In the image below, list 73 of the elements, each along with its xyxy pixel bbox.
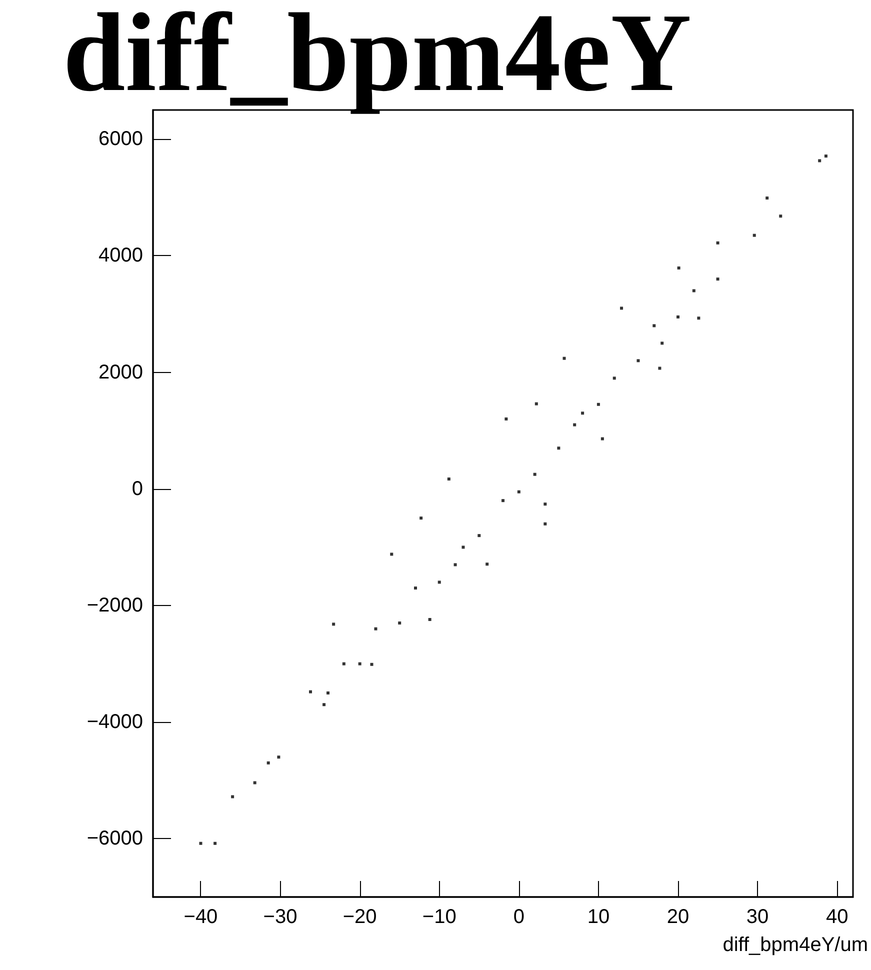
y-tick-label: 6000	[98, 128, 143, 150]
point	[420, 516, 423, 520]
point	[581, 412, 584, 415]
point	[533, 472, 536, 476]
point	[658, 366, 662, 370]
point	[199, 842, 202, 845]
point	[779, 214, 782, 218]
point	[478, 534, 481, 538]
point	[824, 154, 828, 158]
x-tick-label: −10	[422, 906, 456, 928]
point	[438, 580, 441, 584]
chart-title: diff_bpm4eY	[63, 0, 692, 115]
point	[504, 417, 508, 420]
x-axis-title: diff_bpm4eY/um	[722, 934, 868, 956]
point	[562, 356, 566, 360]
point	[544, 502, 547, 506]
point	[766, 196, 769, 200]
y-tick-label: −4000	[86, 711, 143, 734]
point	[612, 376, 616, 380]
x-tick-label: 10	[587, 906, 610, 928]
point	[370, 662, 374, 666]
point	[374, 627, 378, 630]
point	[462, 546, 465, 549]
point	[652, 324, 656, 328]
point	[660, 342, 664, 345]
point	[486, 562, 489, 566]
point	[517, 490, 520, 494]
point	[818, 159, 822, 162]
point	[600, 437, 604, 440]
point	[390, 552, 394, 556]
x-tick-label: −30	[263, 906, 298, 928]
point	[573, 423, 576, 426]
point	[620, 306, 624, 310]
point	[716, 278, 720, 281]
point	[428, 618, 432, 622]
point	[277, 756, 280, 759]
point	[596, 402, 600, 406]
point	[342, 662, 346, 666]
point	[692, 289, 696, 292]
point	[322, 703, 326, 706]
point	[752, 234, 756, 237]
point	[447, 478, 450, 481]
point	[676, 315, 680, 318]
point	[697, 316, 700, 320]
x-tick-label: 20	[666, 906, 690, 928]
x-tick-label: −20	[342, 906, 377, 928]
point	[414, 586, 417, 590]
y-tick-label: 4000	[98, 244, 143, 267]
point	[326, 691, 330, 694]
point	[231, 795, 234, 798]
point	[253, 781, 256, 784]
point	[398, 622, 402, 625]
point	[358, 662, 362, 666]
point	[502, 499, 504, 502]
x-tick-label: 40	[826, 906, 848, 928]
point	[557, 446, 560, 450]
y-tick-label: 2000	[98, 361, 143, 384]
y-tick-label: −6000	[86, 828, 143, 850]
point	[214, 842, 217, 845]
x-tick-label: 0	[513, 906, 524, 928]
point	[266, 761, 270, 764]
point	[454, 563, 457, 566]
point	[332, 622, 336, 626]
point	[716, 241, 720, 244]
x-tick-label: −40	[184, 906, 218, 928]
point	[677, 266, 680, 270]
point	[544, 522, 547, 526]
x-tick-label: 30	[746, 906, 769, 928]
point	[534, 402, 538, 406]
y-tick-label: −2000	[86, 594, 143, 617]
point	[309, 690, 312, 694]
point	[636, 359, 640, 362]
y-tick-label: 0	[132, 478, 143, 500]
